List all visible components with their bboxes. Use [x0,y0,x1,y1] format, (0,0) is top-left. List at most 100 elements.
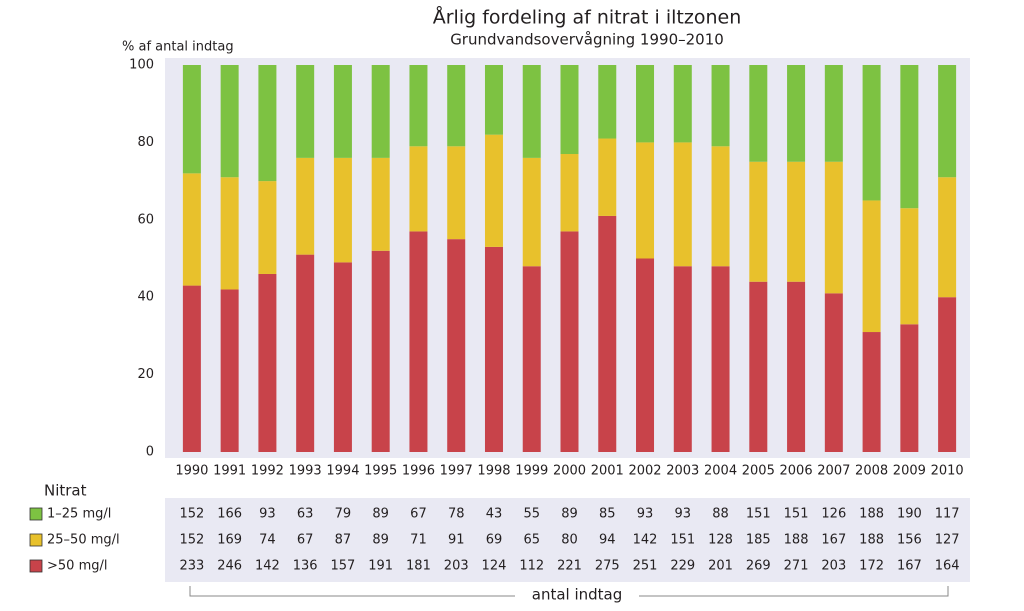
bar-segment [787,65,806,162]
table-cell: 181 [406,559,431,574]
x-tick-label: 1993 [289,464,322,479]
bar-segment [598,138,617,216]
bar-segment [749,65,768,162]
x-tick-label: 2009 [893,464,926,479]
bar-segment [447,146,466,240]
legend-label: 25–50 mg/l [47,533,120,548]
bar-segment [749,281,768,452]
x-tick-label: 1999 [515,464,548,479]
bar-segment [824,161,843,294]
x-tick-label: 2001 [591,464,624,479]
x-tick-label: 2006 [780,464,813,479]
bar-segment [258,181,277,274]
table-cell: 233 [179,559,204,574]
bar-segment [673,65,692,143]
table-cell: 271 [784,559,809,574]
bar-segment [900,208,919,325]
table-cell: 43 [486,507,503,522]
table-cell: 188 [859,507,884,522]
legend-swatch [29,533,43,547]
bar-segment [220,177,239,290]
table-cell: 269 [746,559,771,574]
table-cell: 63 [297,507,314,522]
table-background [165,498,970,582]
table-cell: 275 [595,559,620,574]
bar-segment [938,177,957,298]
table-cell: 142 [255,559,280,574]
bar-segment [598,65,617,139]
legend-swatch [29,559,43,573]
legend-swatch [29,507,43,521]
bar-segment [938,65,957,178]
table-cell: 136 [293,559,318,574]
x-tick-label: 1991 [213,464,246,479]
bar-segment [862,332,881,452]
bar-segment [560,65,579,155]
table-cell: 74 [259,533,276,548]
x-tick-label: 1994 [326,464,359,479]
bar-segment [409,146,428,232]
table-cell: 152 [179,533,204,548]
bar-segment [522,65,541,158]
bar-segment [296,65,315,158]
y-tick-label: 100 [129,58,154,73]
bar-segment [409,231,428,452]
bar-segment [711,65,730,147]
bracket-gap [515,586,639,604]
table-cell: 201 [708,559,733,574]
table-cell: 156 [897,533,922,548]
table-cell: 67 [297,533,314,548]
bar-segment [560,231,579,452]
table-cell: 128 [708,533,733,548]
legend-title: Nitrat [44,482,87,500]
table-cell: 221 [557,559,582,574]
table-cell: 246 [217,559,242,574]
table-cell: 191 [368,559,393,574]
x-tick-label: 2000 [553,464,586,479]
table-cell: 112 [519,559,544,574]
x-tick-label: 2010 [931,464,964,479]
bar-segment [484,246,503,452]
table-cell: 203 [444,559,469,574]
table-label: antal indtag [532,586,623,604]
table-cell: 126 [821,507,846,522]
table-cell: 79 [335,507,352,522]
table-cell: 80 [561,533,578,548]
table-cell: 188 [784,533,809,548]
table-cell: 89 [372,507,389,522]
bar-segment [636,142,655,259]
bar-segment [824,65,843,162]
bar-segment [673,266,692,452]
bar-segment [182,285,201,452]
table-cell: 251 [633,559,658,574]
x-tick-label: 2007 [817,464,850,479]
bar-segment [258,273,277,452]
x-tick-label: 1996 [402,464,435,479]
bar-segment [900,65,919,209]
bar-segment [371,65,390,158]
legend-label: 1–25 mg/l [47,507,111,522]
table-cell: 151 [670,533,695,548]
bar-segment [447,65,466,147]
table-cell: 89 [372,533,389,548]
x-tick-label: 2002 [628,464,661,479]
table-cell: 117 [935,507,960,522]
table-cell: 203 [821,559,846,574]
table-cell: 164 [935,559,960,574]
bar-segment [371,250,390,452]
bar-segment [333,262,352,452]
x-tick-label: 1997 [440,464,473,479]
table-cell: 166 [217,507,242,522]
table-cell: 185 [746,533,771,548]
table-cell: 151 [746,507,771,522]
bar-segment [522,157,541,267]
table-cell: 65 [523,533,540,548]
bar-segment [447,239,466,452]
bar-segment [296,254,315,452]
bar-segment [673,142,692,267]
table-cell: 229 [670,559,695,574]
bar-segment [258,65,277,182]
bar-segment [296,157,315,255]
table-cell: 152 [179,507,204,522]
